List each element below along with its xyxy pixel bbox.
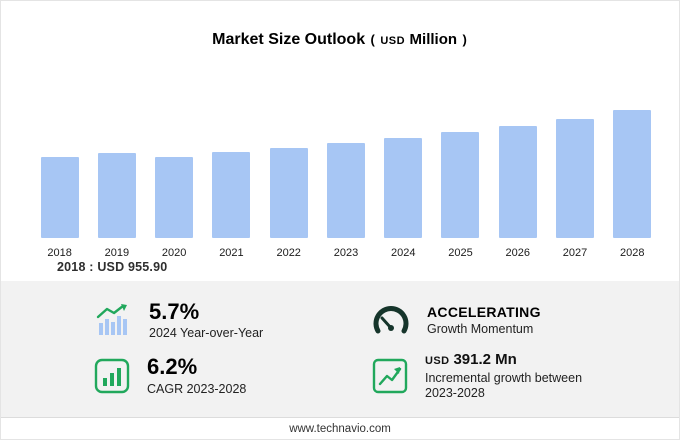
chart-column: 2027 <box>546 119 603 259</box>
growth-bars-arrow-icon <box>93 303 133 339</box>
x-tick-label: 2026 <box>505 247 530 259</box>
x-tick-label: 2019 <box>104 247 130 259</box>
bar-2019 <box>97 153 136 238</box>
chart-column: 2022 <box>260 148 317 259</box>
x-tick-label: 2024 <box>390 247 416 259</box>
stats-panel: 5.7% 2024 Year-over-Year ACCELERATING Gr… <box>1 281 679 418</box>
momentum-label: Growth Momentum <box>427 322 534 337</box>
chart-column: 2024 <box>375 138 432 259</box>
bar-2020 <box>155 157 194 238</box>
title-paren-close: ) <box>462 32 467 47</box>
cagr-value: 6.2% <box>147 354 198 380</box>
x-tick-label: 2022 <box>276 247 301 259</box>
incremental-currency: USD <box>425 354 450 367</box>
x-tick-label: 2027 <box>562 247 588 259</box>
bar-2018 <box>40 157 79 238</box>
bar-chart: 2018 2019 2020 2021 2022 2023 2024 2025 2026 2027… <box>31 99 661 259</box>
x-tick-label: 2020 <box>161 247 187 259</box>
incremental-label: Incremental growth between 2023-2028 <box>425 370 583 401</box>
chart-column: 2028 <box>604 110 661 259</box>
title-paren-open: ( <box>370 32 375 47</box>
title-main: Market Size Outlook <box>212 31 366 48</box>
gauge-icon <box>371 304 411 338</box>
x-tick-label: 2028 <box>620 247 645 259</box>
website-link[interactable]: www.technavio.com <box>289 422 391 435</box>
x-tick-label: 2018 <box>47 247 72 259</box>
bar-2028 <box>613 110 652 238</box>
title-unit-label: Million <box>409 31 458 48</box>
cagr-label: CAGR 2023-2028 <box>147 381 247 396</box>
incremental-value: USD 391.2 Mn <box>425 350 517 368</box>
momentum-value: ACCELERATING <box>427 303 541 320</box>
footer: www.technavio.com <box>1 417 679 439</box>
bar-2025 <box>441 132 480 238</box>
title-unit-currency: USD <box>380 35 406 47</box>
page-title: Market Size Outlook ( USD Million ) <box>1 31 679 49</box>
x-tick-label: 2021 <box>219 247 244 259</box>
bar-2026 <box>498 126 537 238</box>
stat-cagr: 6.2% CAGR 2023-2028 <box>93 355 371 397</box>
chart-column: 2023 <box>317 143 374 259</box>
stat-momentum: ACCELERATING Growth Momentum <box>371 304 649 338</box>
baseline-value: 2018 : USD 955.90 <box>57 260 168 274</box>
chart-column: 2026 <box>489 126 546 259</box>
bar-2027 <box>556 119 595 238</box>
bar-2024 <box>384 138 423 238</box>
bar-2022 <box>269 148 308 238</box>
yoy-value: 5.7% <box>149 298 200 324</box>
bar-2021 <box>212 152 251 238</box>
chart-column: 2019 <box>88 153 145 259</box>
chart-column: 2021 <box>203 152 260 259</box>
yoy-label: 2024 Year-over-Year <box>149 326 264 341</box>
x-tick-label: 2023 <box>333 247 359 259</box>
chart-column: 2018 <box>31 157 88 259</box>
incremental-growth-icon <box>371 357 409 395</box>
stat-incremental: USD 391.2 Mn Incremental growth between 2… <box>371 351 649 402</box>
bar-2023 <box>326 143 365 238</box>
cagr-bars-icon <box>93 357 131 395</box>
chart-column: 2020 <box>146 157 203 259</box>
chart-column: 2025 <box>432 132 489 259</box>
stat-yoy: 5.7% 2024 Year-over-Year <box>93 298 371 342</box>
x-tick-label: 2025 <box>448 247 473 259</box>
